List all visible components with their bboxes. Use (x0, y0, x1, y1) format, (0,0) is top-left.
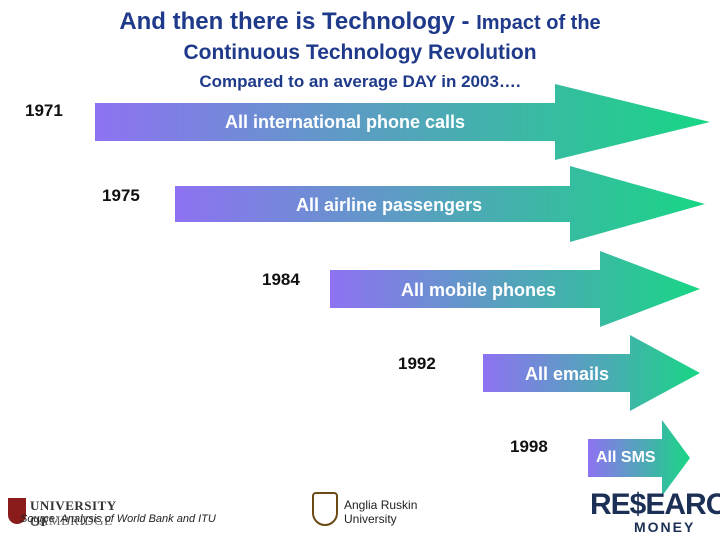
anglia-ruskin-logo: Anglia Ruskin University (312, 490, 422, 532)
research-money-logo: RE$EARCH MONEY (590, 488, 720, 536)
arrow-label-1971: All international phone calls (225, 112, 466, 132)
page-title: And then there is Technology - Impact of… (0, 8, 720, 36)
arrow-label-1998: All SMS (596, 449, 656, 466)
arrow-label-1975: All airline passengers (296, 195, 483, 215)
research-money-line1: RE$EARCH (590, 488, 720, 521)
source-note: Source: Analysis of World Bank and ITU (20, 513, 216, 525)
arrow-1992 (483, 335, 700, 411)
cambridge-logo: UNIVERSITY OF CAMBRIDGE (8, 494, 138, 532)
cambridge-logo-line1: UNIVERSITY OF (30, 498, 117, 529)
cambridge-shield-icon (8, 498, 26, 524)
year-1975: 1975 (102, 186, 140, 205)
page-subtitle: Continuous Technology Revolution (183, 41, 537, 64)
year-1992: 1992 (398, 354, 436, 373)
arrow-1975 (175, 166, 705, 242)
anglia-ruskin-crest-icon (312, 492, 338, 526)
cambridge-logo-line2: CAMBRIDGE (30, 513, 113, 528)
research-money-line2: MONEY (634, 519, 696, 535)
arrow-label-1984: All mobile phones (401, 280, 557, 300)
year-1998: 1998 (510, 437, 548, 456)
title-sub: Impact of the (476, 12, 601, 34)
anglia-logo-line1: Anglia Ruskin (344, 498, 418, 512)
arrow-1971 (95, 84, 710, 160)
year-1984: 1984 (262, 270, 300, 289)
title-main: And then there is Technology - (119, 8, 477, 35)
arrow-1984 (330, 251, 700, 327)
comparison-note: Compared to an average DAY in 2003…. (199, 72, 521, 91)
arrow-label-1992: All emails (525, 364, 610, 384)
arrow-1998 (588, 420, 690, 496)
year-1971: 1971 (25, 101, 63, 120)
anglia-logo-line2: University (344, 512, 397, 526)
